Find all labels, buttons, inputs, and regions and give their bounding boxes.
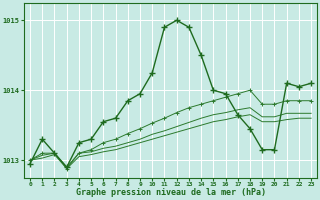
X-axis label: Graphe pression niveau de la mer (hPa): Graphe pression niveau de la mer (hPa) [76,188,266,197]
